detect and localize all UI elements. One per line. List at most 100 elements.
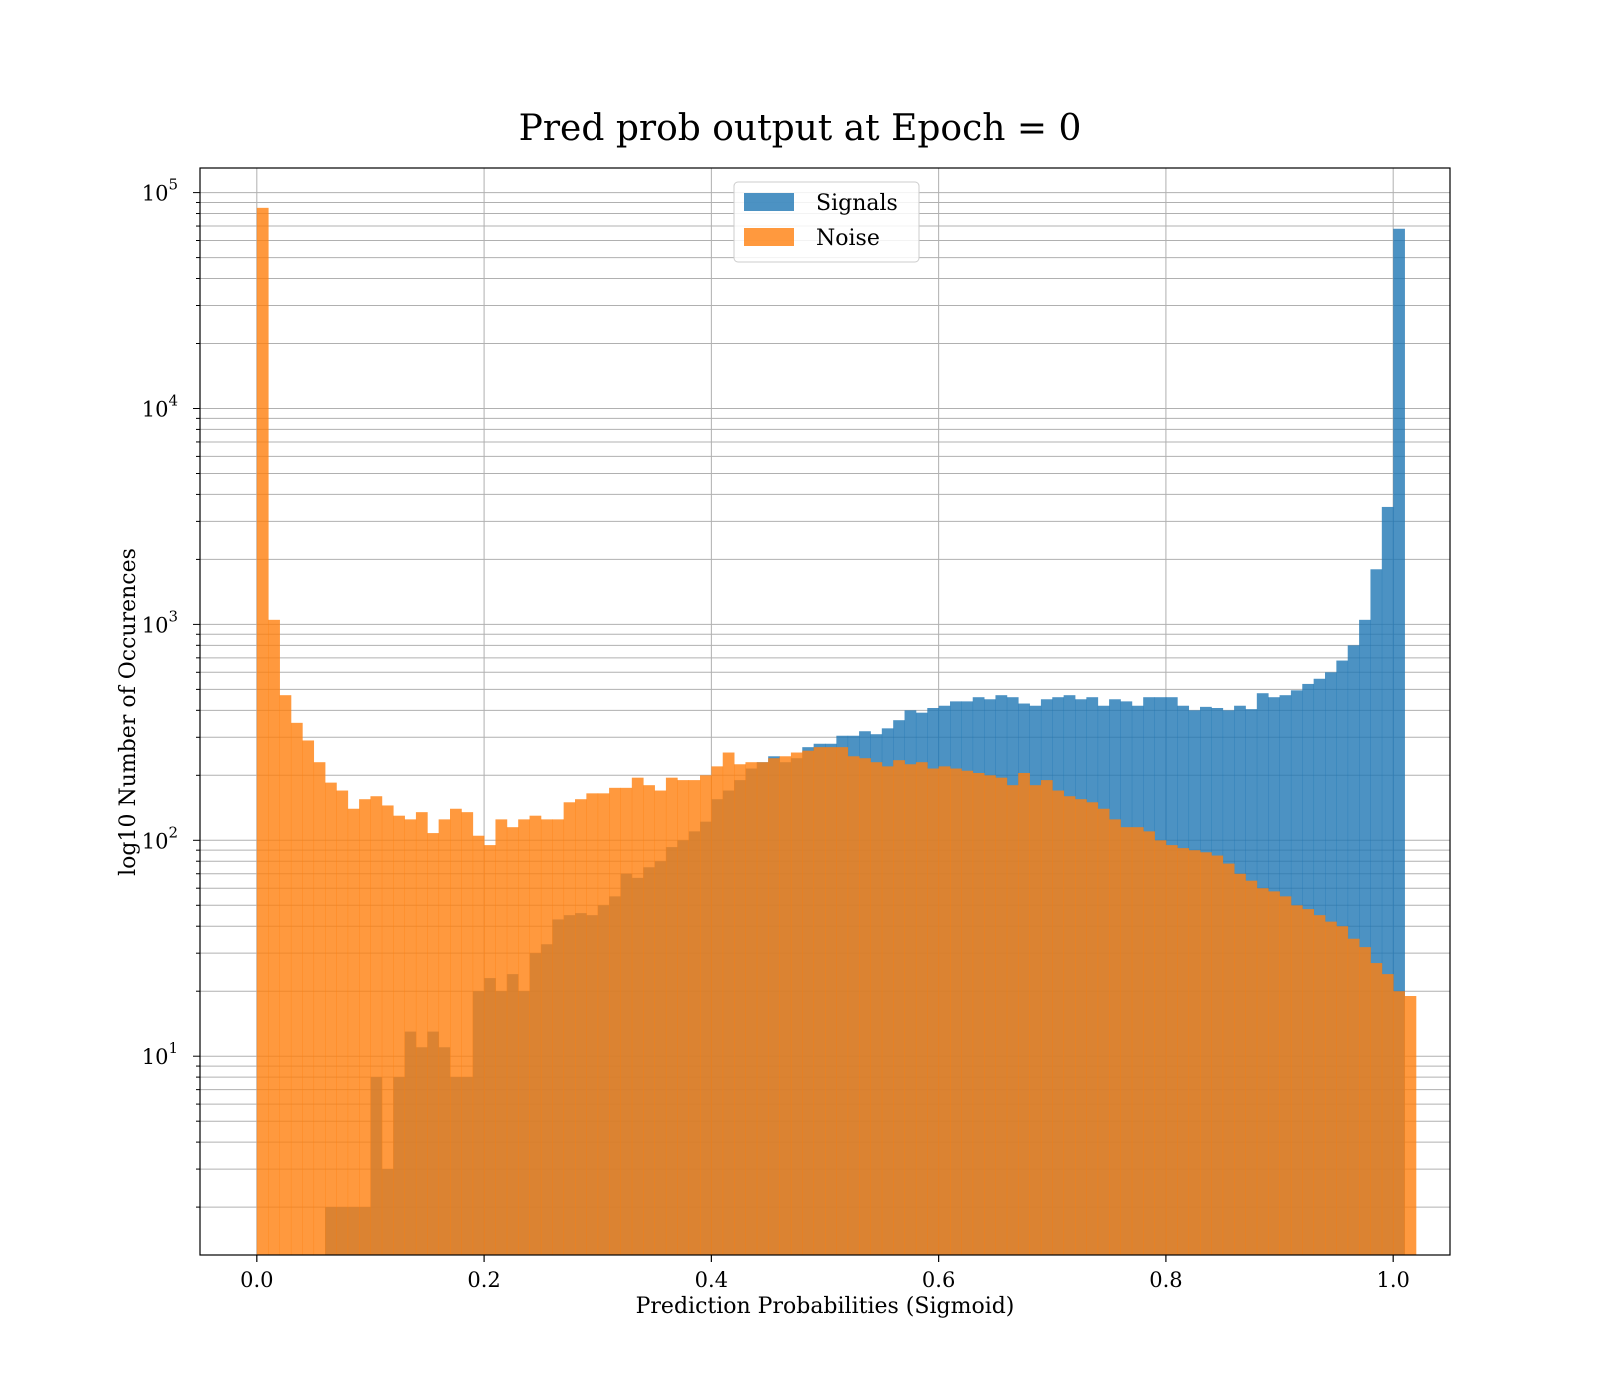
bar-noise bbox=[1018, 772, 1030, 1255]
legend: Signals Noise bbox=[733, 181, 920, 263]
bar-noise bbox=[1336, 926, 1349, 1255]
bar-noise bbox=[859, 758, 871, 1255]
y-axis-label: log10 Number of Occurences bbox=[116, 548, 141, 876]
x-tick-label: 0.8 bbox=[1149, 1268, 1182, 1292]
x-tick-label: 0.2 bbox=[467, 1268, 500, 1292]
bar-signals bbox=[1370, 569, 1383, 1255]
bar-noise bbox=[1188, 850, 1201, 1255]
bar-noise bbox=[404, 819, 417, 1255]
bar-noise bbox=[1165, 845, 1178, 1255]
series-noise bbox=[256, 207, 1417, 1256]
x-tick-label: 0.6 bbox=[922, 1268, 955, 1292]
bar-noise bbox=[1143, 831, 1155, 1255]
bar-noise bbox=[711, 766, 724, 1255]
bar-noise bbox=[552, 819, 565, 1255]
bar-noise bbox=[950, 768, 962, 1255]
bar-noise bbox=[484, 845, 496, 1255]
bar-noise bbox=[734, 764, 746, 1255]
bar-noise bbox=[813, 747, 826, 1255]
legend-label-signals: Signals bbox=[816, 191, 898, 216]
bar-noise bbox=[518, 819, 530, 1255]
y-tick-label: 103 bbox=[142, 607, 178, 637]
bar-signals bbox=[1393, 228, 1405, 1255]
y-tick-label: 102 bbox=[142, 823, 178, 853]
bar-noise bbox=[893, 760, 905, 1255]
bar-noise bbox=[1245, 880, 1258, 1255]
bar-noise bbox=[529, 815, 542, 1255]
bar-noise bbox=[336, 790, 349, 1255]
bar-noise bbox=[1120, 827, 1133, 1255]
bar-noise bbox=[984, 775, 996, 1255]
x-axis-ticks: 0.0 0.2 0.4 0.6 0.8 1.0 bbox=[240, 1255, 1410, 1292]
bar-noise bbox=[1393, 991, 1405, 1255]
legend-swatch-noise bbox=[744, 228, 794, 246]
bar-noise bbox=[427, 833, 440, 1255]
bar-noise bbox=[370, 796, 383, 1255]
y-tick-label: 101 bbox=[142, 1039, 178, 1069]
bar-signals bbox=[1381, 506, 1394, 1256]
bar-noise bbox=[1052, 790, 1065, 1255]
bar-noise bbox=[779, 756, 792, 1255]
bar-noise bbox=[1359, 947, 1371, 1255]
bar-noise bbox=[836, 747, 849, 1255]
bar-noise bbox=[1040, 780, 1053, 1255]
bar-noise bbox=[450, 808, 462, 1255]
bar-noise bbox=[643, 785, 655, 1255]
bar-noise bbox=[415, 812, 428, 1255]
bar-noise bbox=[1200, 852, 1212, 1255]
legend-swatch-signals bbox=[744, 193, 794, 211]
bar-noise bbox=[972, 772, 985, 1255]
bar-noise bbox=[575, 799, 587, 1255]
bar-noise bbox=[609, 787, 621, 1255]
bar-noise bbox=[1109, 819, 1121, 1255]
bar-noise bbox=[540, 819, 553, 1255]
y-tick-label: 105 bbox=[142, 176, 178, 206]
bar-noise bbox=[1154, 840, 1167, 1255]
bar-noise bbox=[1234, 873, 1246, 1255]
bar-noise bbox=[1063, 796, 1076, 1255]
bar-noise bbox=[381, 805, 394, 1255]
bar-noise bbox=[938, 766, 951, 1255]
bar-noise bbox=[631, 777, 644, 1255]
bar-noise bbox=[302, 740, 315, 1255]
bar-noise bbox=[1075, 799, 1087, 1255]
bar-noise bbox=[1177, 848, 1190, 1255]
x-axis-label: Prediction Probabilities (Sigmoid) bbox=[636, 1294, 1015, 1319]
histogram-bars bbox=[256, 207, 1417, 1256]
bar-noise bbox=[1256, 888, 1269, 1255]
bar-noise bbox=[1325, 921, 1337, 1255]
bar-noise bbox=[654, 790, 667, 1255]
bar-noise bbox=[1268, 891, 1280, 1255]
x-tick-label: 0.4 bbox=[695, 1268, 728, 1292]
bar-noise bbox=[290, 722, 303, 1255]
bar-noise bbox=[1347, 938, 1360, 1255]
bar-noise bbox=[700, 775, 712, 1255]
bar-noise bbox=[790, 752, 803, 1255]
bar-noise bbox=[847, 756, 860, 1255]
bar-noise bbox=[881, 766, 894, 1255]
bar-noise bbox=[1211, 855, 1224, 1255]
bar-noise bbox=[1381, 974, 1394, 1255]
y-tick-label: 104 bbox=[142, 391, 178, 421]
bar-noise bbox=[677, 780, 690, 1255]
bar-noise bbox=[1279, 896, 1292, 1255]
bar-noise bbox=[1302, 909, 1315, 1255]
bar-noise bbox=[393, 815, 405, 1255]
bar-noise bbox=[756, 762, 769, 1255]
bar-noise bbox=[438, 819, 451, 1255]
legend-label-noise: Noise bbox=[816, 226, 880, 251]
bar-noise bbox=[722, 752, 735, 1255]
bar-noise bbox=[506, 827, 519, 1255]
bar-noise bbox=[620, 787, 633, 1255]
chart-title: Pred prob output at Epoch = 0 bbox=[519, 108, 1082, 149]
bar-noise bbox=[461, 812, 474, 1255]
bar-noise bbox=[268, 619, 280, 1255]
bar-noise bbox=[1313, 915, 1326, 1255]
bar-noise bbox=[1086, 802, 1099, 1255]
y-axis-ticks: 101 102 103 104 105 bbox=[142, 176, 200, 1208]
bar-noise bbox=[1370, 963, 1383, 1255]
bar-noise bbox=[995, 777, 1008, 1255]
bar-noise bbox=[472, 835, 485, 1255]
bar-noise bbox=[325, 782, 337, 1255]
